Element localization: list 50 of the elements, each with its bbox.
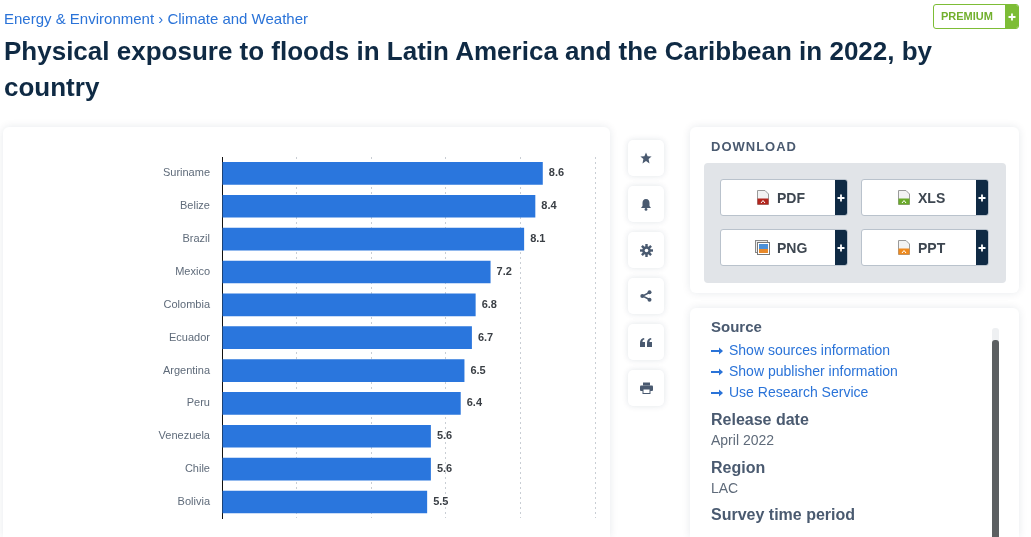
y-tick-label: Argentina (162, 363, 211, 376)
data-label: 5.6 (436, 462, 453, 475)
bar (222, 194, 536, 218)
text: DOWNLOAD (711, 139, 797, 155)
badge: PREMIUM (933, 4, 1019, 29)
text: Use Research Service (729, 384, 869, 401)
data-label: 5.5 (433, 495, 449, 507)
data-label: 6.7 (477, 330, 494, 343)
bar (222, 490, 428, 514)
y-tick-label: Bolivia (177, 495, 211, 507)
data-label: 8.6 (548, 166, 565, 179)
data-label: 6.5 (470, 363, 486, 376)
data-label: 6.4 (466, 396, 483, 409)
text: Energy & Environment › Climate and Weather (4, 10, 309, 28)
chart-title: Physical exposure to floods in Latin America and the Caribbean in 2022, by country (4, 35, 934, 104)
y-tick-label: Mexico (175, 265, 210, 278)
text: Show publisher information (729, 363, 898, 380)
bar (222, 260, 491, 284)
bar (222, 392, 461, 415)
bar (222, 359, 465, 382)
y-tick-label: Suriname (162, 166, 210, 179)
text: Source (711, 318, 762, 336)
data-label: 5.6 (436, 429, 453, 442)
y-tick-label: Belize (180, 199, 210, 212)
y-tick-label: Ecuador (169, 330, 211, 343)
bar (222, 457, 431, 481)
bar (222, 293, 476, 317)
bar (222, 162, 543, 185)
text: LAC (711, 480, 739, 497)
data-label: 7.2 (496, 265, 512, 278)
data-label: 8.1 (530, 232, 546, 245)
data-label: 8.4 (541, 199, 558, 212)
data-label: 6.8 (481, 297, 497, 310)
download-button: PNG (720, 229, 848, 266)
download-button: PPT (861, 229, 989, 266)
y-tick-label: Colombia (163, 297, 211, 310)
bar (222, 424, 431, 448)
y-tick-label: Chile (184, 462, 210, 475)
text: Show sources information (729, 342, 891, 359)
bar (222, 326, 472, 350)
text: April 2022 (711, 432, 775, 449)
text: Region (711, 458, 766, 478)
bar (222, 227, 525, 251)
y-tick-label: Brazil (182, 232, 210, 245)
download-button: PDF (720, 179, 848, 216)
y-tick-label: Venezuela (158, 429, 211, 442)
text: Release date (711, 410, 809, 430)
y-tick-label: Peru (186, 396, 210, 409)
text: Survey time period (711, 505, 856, 525)
download-button: XLS (861, 179, 989, 216)
